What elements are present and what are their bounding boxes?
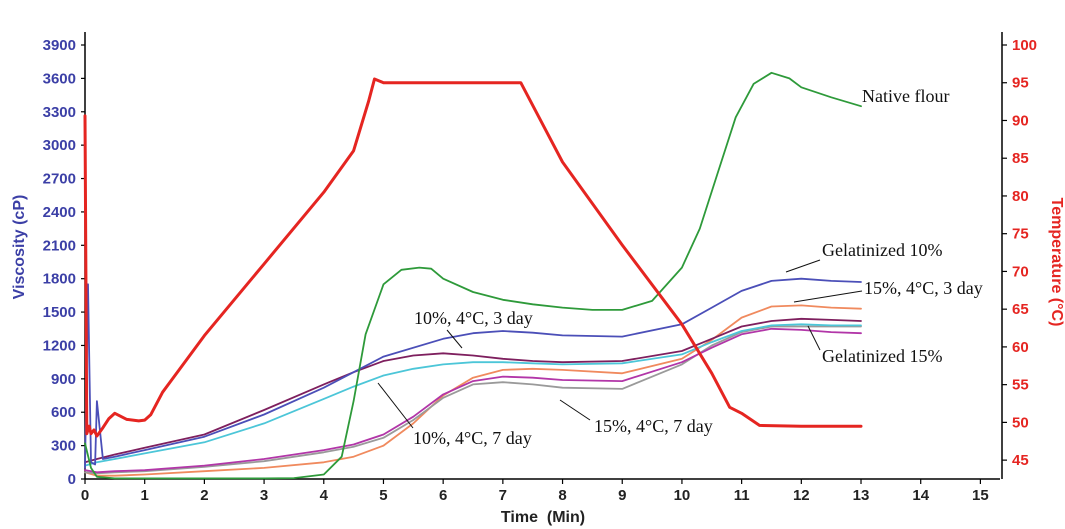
right-y-tick-label: 65 [1012,301,1029,318]
x-tick-label: 5 [379,487,387,504]
right-y-tick-label: 50 [1012,414,1029,431]
series-layer [83,71,863,480]
x-tick-label: 3 [260,487,268,504]
right-y-tick-group: 45 50 55 60 65 70 75 80 85 90 95 100 [1002,37,1037,469]
left-y-tick-label: 900 [51,371,76,388]
left-y-tick-label: 600 [51,404,76,421]
right-y-tick-label: 45 [1012,452,1029,469]
series-line-10-4-c-3-day [84,317,862,464]
x-tick-label: 8 [558,487,566,504]
right-y-tick-label: 75 [1012,226,1029,243]
annotation-15-4-c-7-day: 15%, 4°C, 7 day [594,416,713,436]
left-y-tick-label: 300 [51,438,76,455]
left-y-tick-label: 1200 [43,337,76,354]
left-y-tick-label: 2400 [43,204,76,221]
annotation-10-4-c-7-day: 10%, 4°C, 7 day [413,428,532,448]
annotation-native-flour: Native flour [862,86,949,106]
annotation-15-4-c-3-day: 15%, 4°C, 3 day [864,278,983,298]
x-tick-label: 11 [734,487,750,504]
x-tick-group: 0 1 2 3 4 5 6 7 8 9 10 11 12 13 14 15 [81,479,989,504]
annotation-leader-10-4-c-3-day [446,329,463,349]
right-y-tick-label: 85 [1012,150,1029,167]
x-tick-label: 0 [81,487,89,504]
series-line-10-4-c-7-day [84,323,862,467]
annotation-10-4-c-3-day: 10%, 4°C, 3 day [414,308,533,328]
left-y-tick-label: 1800 [43,271,76,288]
right-y-tick-label: 80 [1012,188,1029,205]
x-tick-label: 12 [793,487,810,504]
annotation-leader-gelatinized-15 [807,325,821,351]
right-y-tick-label: 90 [1012,112,1029,129]
x-tick-label: 7 [499,487,507,504]
series-line-gelatinized-15 [84,327,862,474]
right-y-tick-label: 95 [1012,75,1029,92]
left-y-tick-label: 2700 [43,171,76,188]
series-line-15-4-c-3-day [84,304,862,477]
x-tick-label: 10 [674,487,691,504]
left-y-tick-label: 3600 [43,70,76,87]
x-axis-title: Time (Min) [501,509,585,526]
right-y-axis-title: Temperature (°C) [1048,198,1065,327]
annotation-layer: Native flour Gelatinized 10% 15%, 4°C, 3 d… [377,86,983,448]
right-y-tick-label: 60 [1012,339,1029,356]
x-tick-label: 6 [439,487,447,504]
x-tick-label: 13 [853,487,870,504]
left-y-axis-title: Viscosity (cP) [11,195,28,300]
series-line-15-4-c-7-day [84,325,862,475]
x-tick-label: 14 [912,487,929,504]
annotation-gelatinized-10: Gelatinized 10% [822,240,942,260]
annotation-leader-15-4-c-3-day [793,290,863,303]
x-tick-label: 4 [320,487,329,504]
left-y-tick-label: 1500 [43,304,76,321]
left-y-tick-label: 3300 [43,104,76,121]
left-y-tick-group: 0 300 600 900 1200 1500 1800 2100 2400 2700 3000 33… [43,37,85,488]
annotation-gelatinized-15: Gelatinized 15% [822,346,942,366]
right-y-tick-label: 100 [1012,37,1037,54]
left-y-tick-label: 3900 [43,37,76,54]
series-line-temperature [83,77,863,438]
x-tick-label: 1 [141,487,149,504]
x-tick-label: 2 [200,487,208,504]
annotation-leader-gelatinized-10 [785,259,821,273]
right-y-tick-label: 55 [1012,377,1029,394]
series-line-native-flour [84,71,862,480]
series-line-gelatinized-10 [84,277,862,469]
left-y-tick-label: 2100 [43,237,76,254]
x-tick-label: 9 [618,487,626,504]
x-tick-label: 15 [972,487,989,504]
left-y-tick-label: 0 [68,471,76,488]
annotation-leader-15-4-c-7-day [559,399,591,421]
left-y-tick-label: 3000 [43,137,76,154]
annotation-leader-10-4-c-7-day [377,382,414,429]
right-y-tick-label: 70 [1012,263,1029,280]
